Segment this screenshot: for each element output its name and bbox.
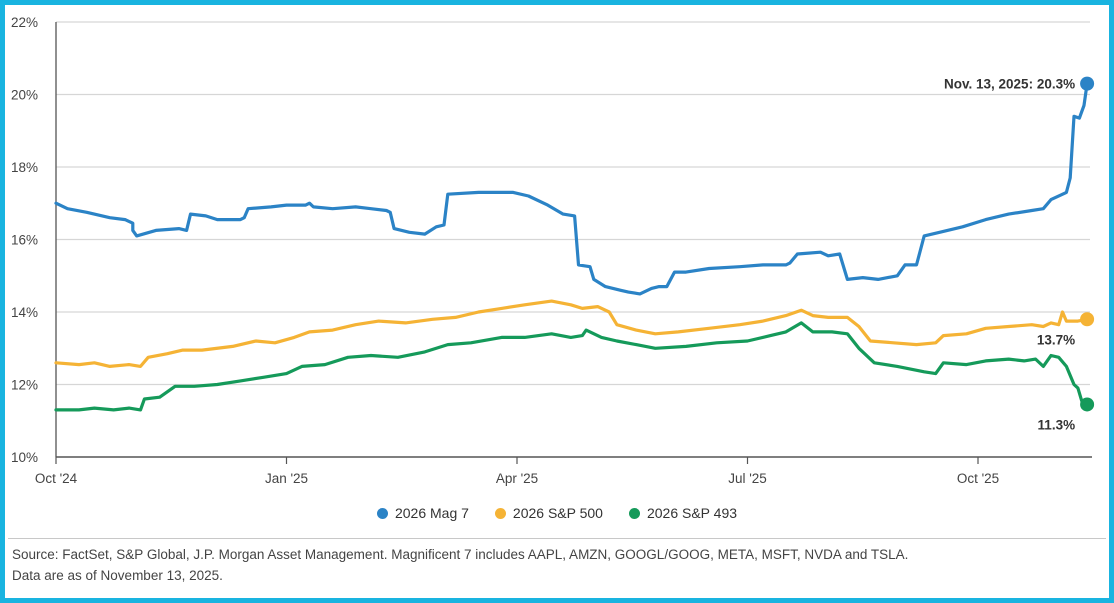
y-tick-label: 22% [11,15,38,30]
legend-dot-icon [628,507,640,519]
legend-dot-icon [494,507,506,519]
source-note: Source: FactSet, S&P Global, J.P. Morgan… [12,544,908,586]
y-tick-label: 20% [11,88,38,103]
x-tick-label: Jul '25 [728,471,767,486]
y-tick-label: 14% [11,305,38,320]
y-tick-label: 12% [11,378,38,393]
x-tick-label: Jan '25 [265,471,308,486]
y-axis-ticks: 10% 12% 14% 16% 18% 20% 22% [11,15,38,465]
y-tick-label: 18% [11,160,38,175]
end-point-marker [1080,76,1095,91]
x-tick-label: Oct '25 [957,471,999,486]
y-tick-label: 10% [11,450,38,465]
series-line-2026-s-p-500 [54,299,1089,368]
source-line: Source: FactSet, S&P Global, J.P. Morgan… [12,547,909,562]
legend-label: 2026 Mag 7 [394,505,469,521]
end-value-label: 13.7% [1037,332,1075,347]
end-annotations: Nov. 13, 2025: 20.3% 13.7% 11.3% [944,76,1095,432]
legend-item-sp493[interactable]: 2026 S&P 493 [628,505,738,521]
line-chart: 10% 12% 14% 16% 18% 20% 22% Oct '24 Jan '25 Apr … [11,15,1095,486]
x-tick-label: Oct '24 [35,471,78,486]
series-line-2026-mag-7 [54,81,1089,296]
end-point-marker [1080,312,1095,327]
end-value-label: Nov. 13, 2025: 20.3% [944,77,1075,92]
legend-item-mag7[interactable]: 2026 Mag 7 [376,505,469,521]
series-line-2026-s-p-493 [54,321,1089,412]
legend-label: 2026 S&P 500 [512,505,603,521]
data-date-line: Data are as of November 13, 2025. [12,568,223,583]
x-axis: Oct '24 Jan '25 Apr '25 Jul '25 Oct '25 [35,22,1092,486]
legend-dot-icon [376,507,388,519]
legend-label: 2026 S&P 493 [646,505,738,521]
end-point-marker [1080,397,1095,412]
end-value-label: 11.3% [1038,417,1076,432]
series-lines [54,81,1089,412]
x-tick-label: Apr '25 [496,471,538,486]
footer-divider [8,538,1106,539]
gridlines [56,21,1090,386]
legend-item-sp500[interactable]: 2026 S&P 500 [494,505,603,521]
legend: 2026 Mag 7 2026 S&P 500 2026 S&P 493 [0,505,1114,521]
y-tick-label: 16% [11,233,38,248]
